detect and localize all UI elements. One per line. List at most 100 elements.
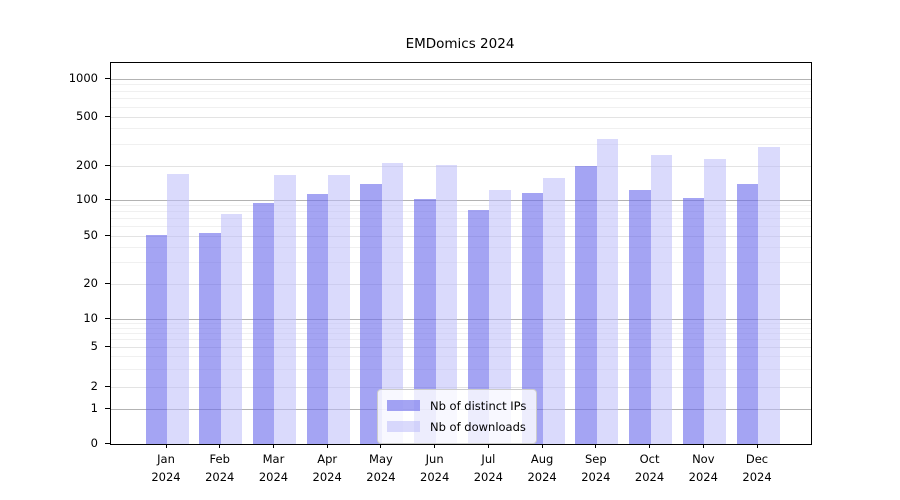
y-tick-mark: [105, 164, 110, 166]
bar-downloads-mar: [274, 174, 296, 444]
y-tick-mark: [105, 77, 110, 79]
bar-distinct-ips-nov: [682, 197, 705, 444]
y-tick-label: 1: [90, 401, 98, 415]
x-tick-label: Mar 2024: [245, 451, 301, 486]
bar-downloads-jan: [167, 174, 189, 444]
y-tick-label: 100: [76, 192, 98, 206]
x-tick-mark: [380, 444, 382, 448]
x-tick-label-month: May: [369, 452, 393, 466]
y-gridline-major: [111, 78, 811, 80]
x-tick-mark: [487, 444, 489, 448]
y-gridline-minor: [111, 226, 811, 228]
x-tick-label: Apr 2024: [299, 451, 355, 486]
legend-swatch-downloads-icon: [387, 421, 420, 432]
x-tick-label-year: 2024: [742, 469, 772, 484]
bar-distinct-ips-jan: [145, 235, 167, 444]
bar-downloads-feb: [220, 213, 243, 444]
x-tick-label-year: 2024: [420, 469, 450, 484]
y-gridline-minor: [111, 247, 811, 249]
y-tick-mark: [105, 198, 110, 200]
x-tick-label-month: Jul: [481, 452, 496, 466]
x-tick-label-year: 2024: [205, 469, 235, 484]
legend: Nb of distinct IPs Nb of downloads: [377, 389, 538, 444]
y-tick-label: 1000: [68, 71, 98, 85]
x-tick-label: Jul 2024: [460, 451, 516, 486]
x-tick-mark: [165, 444, 167, 448]
y-gridline-minor: [111, 98, 811, 100]
x-tick-label: Feb 2024: [192, 451, 248, 486]
x-tick-label-month: Apr: [317, 452, 338, 466]
x-tick-label-year: 2024: [151, 469, 181, 484]
y-tick-mark: [105, 345, 110, 347]
x-tick-label-month: Mar: [262, 452, 285, 466]
y-tick-label: 50: [83, 228, 98, 242]
plot-area: Nb of distinct IPs Nb of downloads: [110, 62, 812, 445]
x-tick-label-year: 2024: [473, 469, 504, 484]
y-gridline-minor: [111, 106, 811, 108]
y-gridline-minor: [111, 211, 811, 213]
y-tick-mark: [105, 317, 110, 319]
y-gridline: [111, 386, 811, 388]
x-tick-mark: [595, 444, 597, 448]
y-gridline-minor: [111, 327, 811, 329]
x-tick-mark: [702, 444, 704, 448]
x-tick-mark: [649, 444, 651, 448]
y-gridline: [111, 165, 811, 167]
bar-distinct-ips-aug: [521, 192, 544, 444]
x-tick-label-year: 2024: [581, 469, 611, 484]
bar-distinct-ips-dec: [736, 183, 759, 444]
y-gridline-major: [111, 199, 811, 201]
bar-downloads-aug: [543, 178, 565, 444]
x-tick-label-month: Jun: [425, 452, 444, 466]
y-gridline: [111, 346, 811, 348]
x-tick-label: Jun 2024: [407, 451, 463, 486]
x-tick-label-month: Nov: [692, 452, 715, 466]
legend-label-downloads: Nb of downloads: [430, 419, 526, 434]
y-tick-label: 2: [90, 379, 98, 393]
y-gridline-minor: [111, 368, 811, 370]
bar-downloads-may: [381, 162, 404, 444]
x-tick-label-year: 2024: [688, 469, 718, 484]
y-gridline-minor: [111, 84, 811, 86]
x-tick-label: Aug 2024: [514, 451, 570, 486]
y-gridline: [111, 283, 811, 285]
x-tick-label: May 2024: [353, 451, 409, 486]
y-gridline-minor: [111, 262, 811, 264]
x-tick-label-month: Jan: [157, 452, 175, 466]
x-tick-label-year: 2024: [258, 469, 289, 484]
y-tick-label: 20: [83, 276, 98, 291]
y-tick-label: 200: [76, 158, 98, 172]
chart-title: EMDomics 2024: [405, 36, 515, 52]
x-tick-mark: [756, 444, 758, 448]
x-tick-label-month: Feb: [209, 452, 230, 466]
bar-distinct-ips-oct: [629, 189, 651, 444]
y-gridline-minor: [111, 333, 811, 335]
x-tick-mark: [219, 444, 221, 448]
legend-label-distinct-ips: Nb of distinct IPs: [430, 398, 527, 413]
y-tick-mark: [105, 385, 110, 387]
y-gridline-minor: [111, 218, 811, 220]
y-gridline-minor: [111, 339, 811, 341]
bar-downloads-nov: [704, 159, 726, 444]
x-tick-mark: [326, 444, 328, 448]
x-tick-label: Oct 2024: [622, 451, 678, 486]
legend-row-distinct-ips: Nb of distinct IPs: [387, 395, 526, 416]
x-tick-mark: [541, 444, 543, 448]
y-tick-label: 5: [90, 339, 98, 353]
y-tick-mark: [105, 234, 110, 236]
bar-downloads-dec: [758, 146, 780, 444]
x-tick-label-month: Oct: [639, 452, 660, 466]
bar-downloads-oct: [650, 154, 673, 444]
x-tick-label-year: 2024: [527, 469, 557, 484]
bar-distinct-ips-sep: [575, 165, 597, 444]
y-tick-label: 0: [90, 436, 98, 450]
y-gridline-minor: [111, 356, 811, 358]
bar-distinct-ips-mar: [252, 202, 275, 444]
y-tick-mark: [105, 282, 110, 284]
bar-downloads-jun: [435, 164, 458, 444]
bar-downloads-apr: [328, 175, 350, 444]
x-tick-label-year: 2024: [634, 469, 665, 484]
legend-row-downloads: Nb of downloads: [387, 416, 526, 437]
y-tick-mark: [105, 442, 110, 444]
